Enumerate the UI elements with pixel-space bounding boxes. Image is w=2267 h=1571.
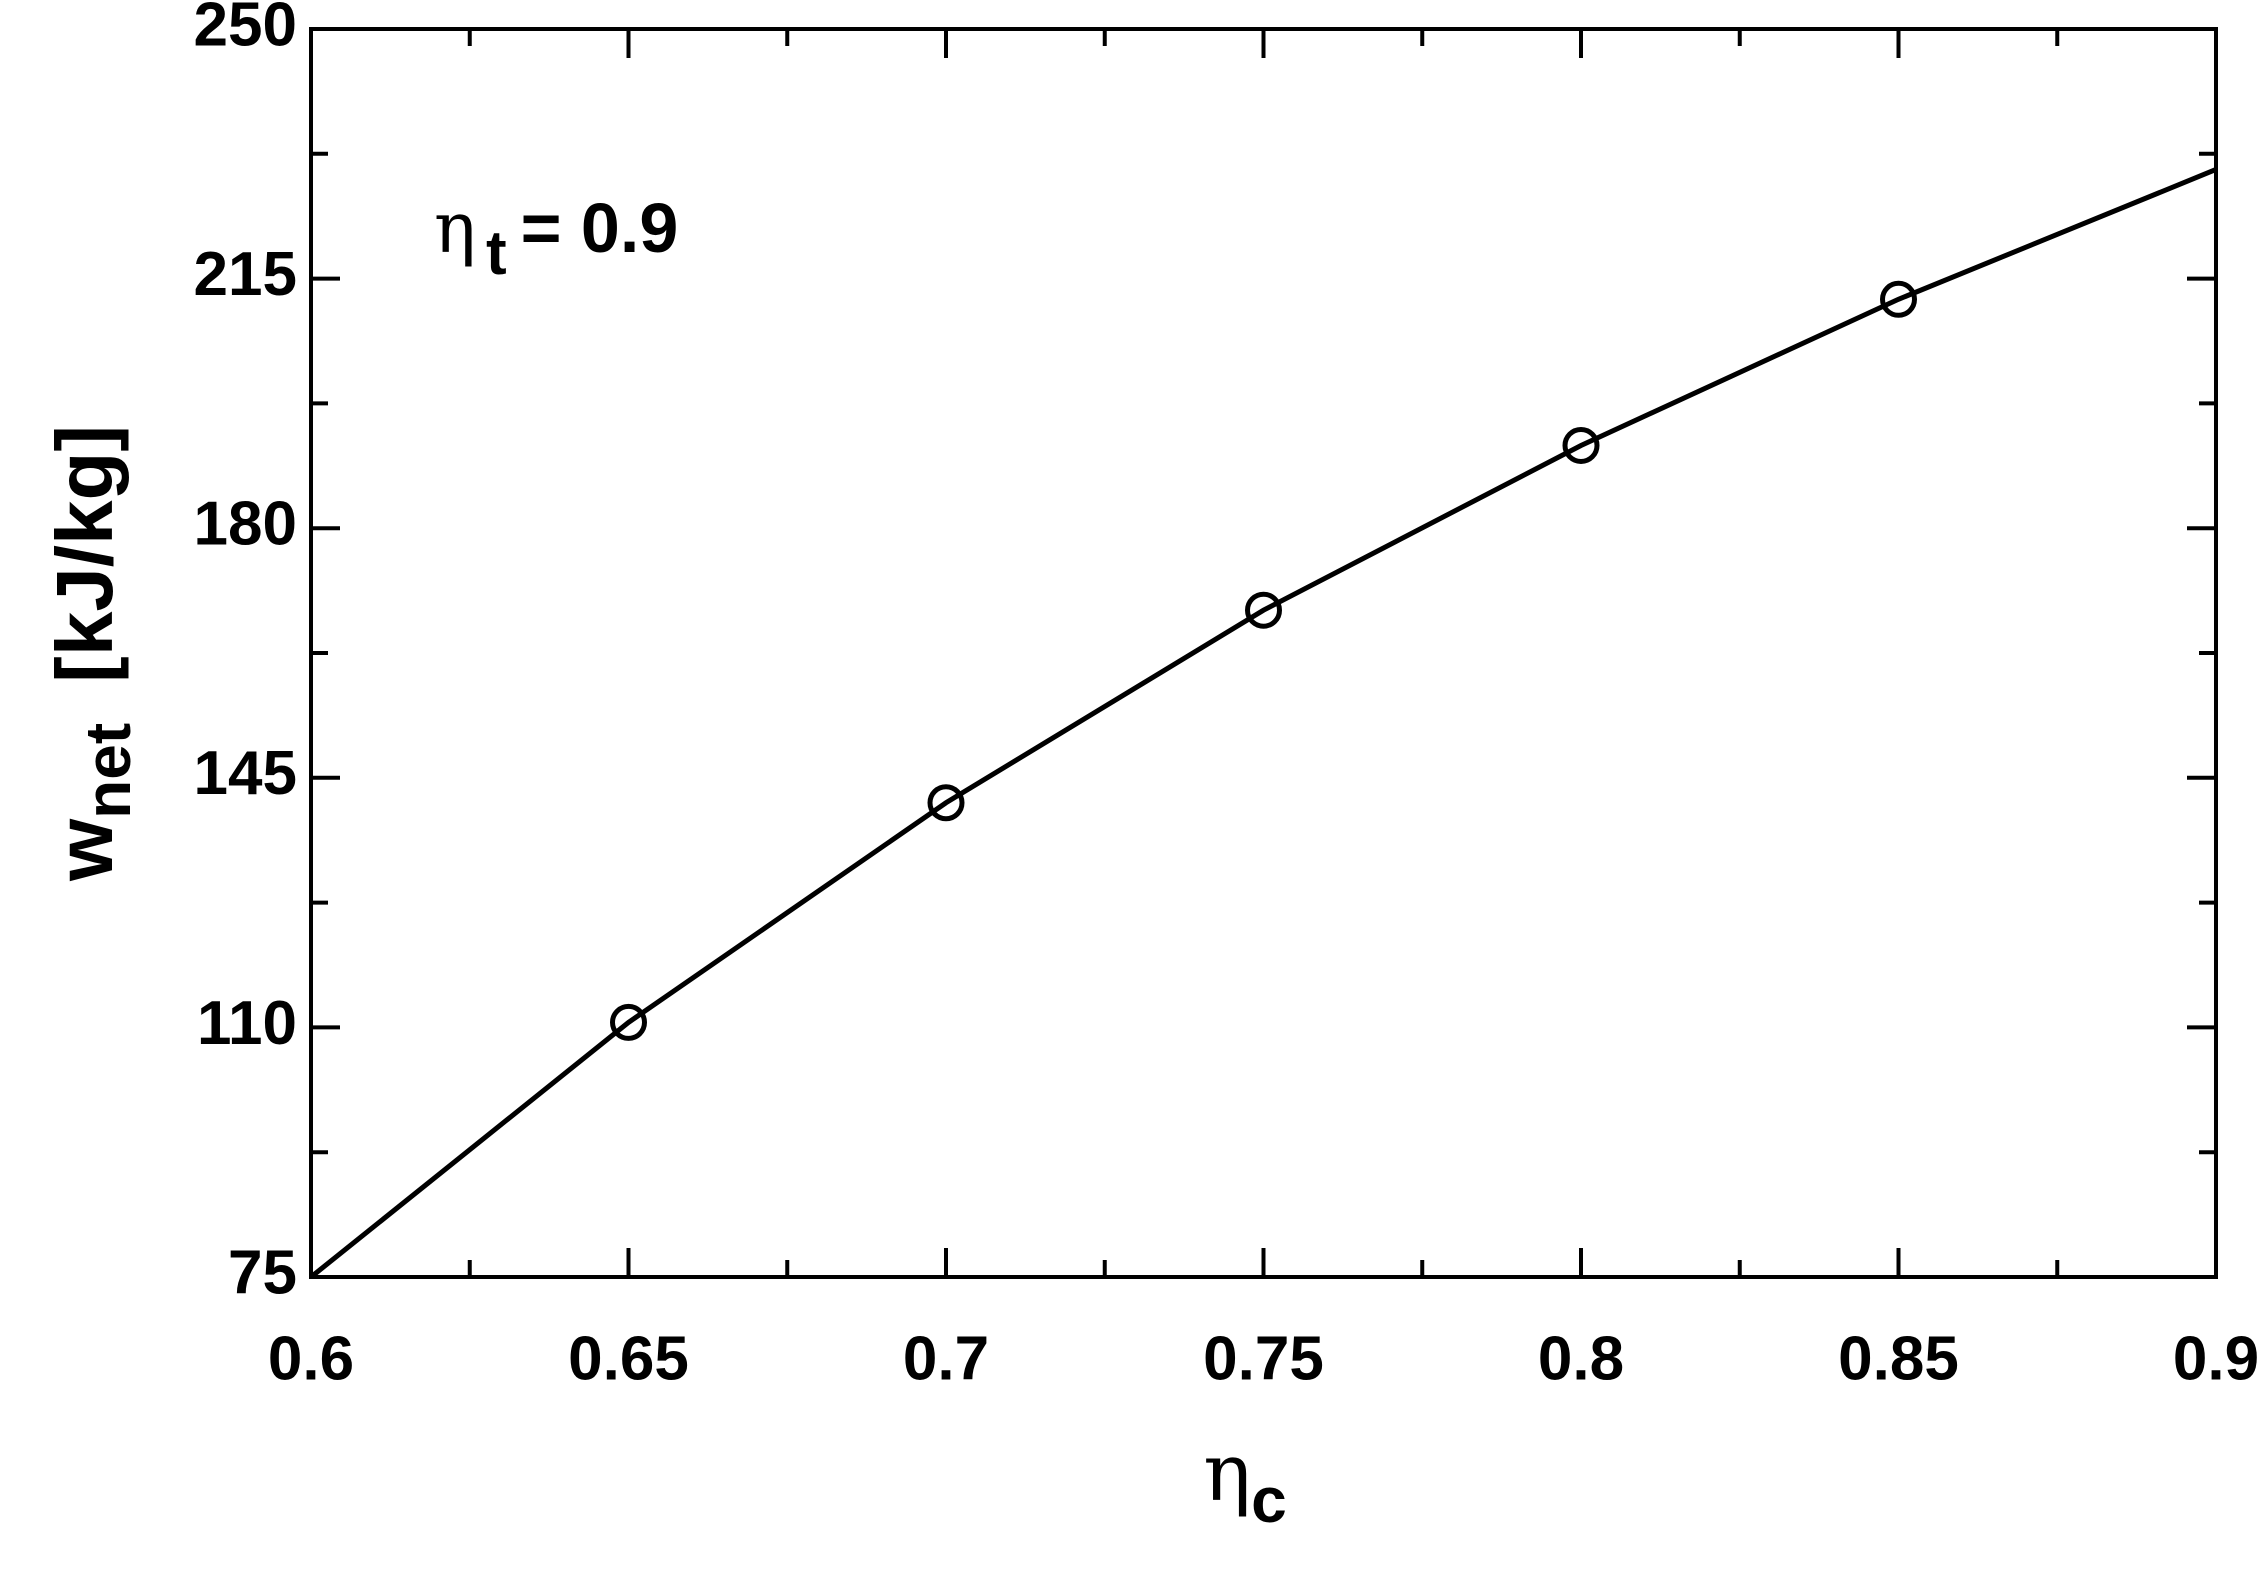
x-tick-label: 0.9 [2173, 1324, 2259, 1393]
x-tick-label: 0.6 [268, 1324, 354, 1393]
data-marker [1880, 280, 1917, 318]
y-tick-label: 215 [194, 240, 297, 309]
data-marker [1562, 426, 1600, 464]
annotation-text: = 0.9 [521, 189, 679, 267]
y-tick-label: 145 [194, 739, 297, 808]
y-tick-label: 110 [197, 989, 297, 1058]
data-marker [1245, 591, 1282, 629]
y-tick-label: 250 [194, 0, 297, 59]
annotation-subscript: t [486, 219, 507, 288]
annotation-symbol: η [434, 187, 476, 269]
y-axis-title: wnet [kJ/kg] [40, 425, 144, 882]
x-title-symbol: η [1203, 1426, 1251, 1519]
y-title-symbol: w [40, 818, 129, 882]
x-tick-label: 0.7 [903, 1324, 989, 1393]
y-tick-label: 180 [194, 490, 297, 559]
data-marker [610, 1003, 647, 1041]
x-title-subscript: c [1251, 1464, 1287, 1536]
x-tick-label: 0.85 [1838, 1324, 1959, 1393]
x-tick-label: 0.8 [1538, 1324, 1624, 1393]
y-title-subscript: net [72, 723, 144, 819]
y-tick-label: 75 [228, 1238, 297, 1307]
x-tick-label: 0.75 [1203, 1324, 1324, 1393]
x-axis-title: ηc [1203, 1426, 1287, 1536]
data-line [309, 167, 2217, 1279]
annotation: η t = 0.9 [434, 187, 678, 288]
x-tick-label: 0.65 [568, 1324, 689, 1393]
data-marker [927, 784, 965, 822]
y-title-unit: [kJ/kg] [40, 425, 129, 683]
